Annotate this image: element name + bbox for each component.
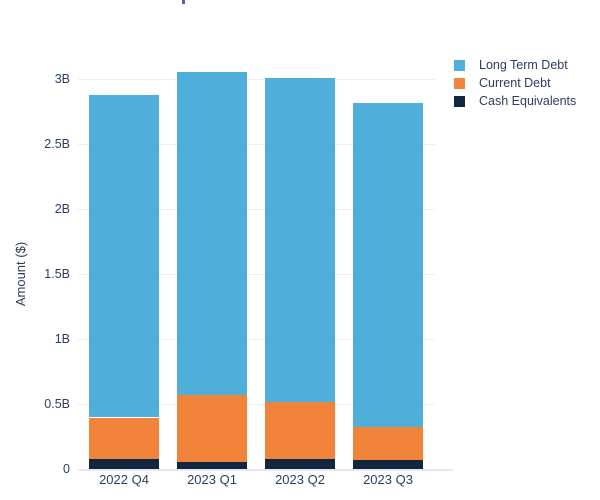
y-tick-label: 3B	[54, 72, 70, 86]
clipped-title-fragment	[182, 0, 185, 4]
y-tick-label: 1B	[54, 332, 70, 346]
legend-label: Long Term Debt	[479, 58, 568, 72]
bar-segment-long-term-debt[interactable]	[89, 95, 159, 418]
y-tick-label: 2B	[54, 202, 70, 216]
bar-segment-cash-equivalents[interactable]	[265, 459, 335, 470]
y-tick-label: 0.5B	[44, 397, 70, 411]
x-tick-label: 2023 Q3	[363, 472, 413, 487]
legend-item-cash-equivalents[interactable]: Cash Equivalents	[454, 95, 576, 108]
x-tick-label: 2023 Q1	[187, 472, 237, 487]
gridline	[78, 274, 435, 275]
y-tick-label: 1.5B	[44, 267, 70, 281]
legend-swatch	[454, 78, 465, 89]
legend-swatch	[454, 60, 465, 71]
bar-segment-cash-equivalents[interactable]	[177, 461, 247, 470]
gridline	[78, 404, 435, 405]
x-tick-label: 2023 Q2	[275, 472, 325, 487]
legend-item-long-term-debt[interactable]: Long Term Debt	[454, 59, 576, 72]
bar-segment-long-term-debt[interactable]	[177, 71, 247, 396]
legend-swatch	[454, 96, 465, 107]
bar-segment-current-debt[interactable]	[353, 426, 423, 461]
y-tick-label: 0	[63, 462, 70, 476]
x-tick-label: 2022 Q4	[99, 472, 149, 487]
gridline	[78, 209, 435, 210]
y-tick-label: 2.5B	[44, 137, 70, 151]
bar-segment-cash-equivalents[interactable]	[89, 459, 159, 470]
bar-segment-long-term-debt[interactable]	[353, 102, 423, 427]
bar-segment-current-debt[interactable]	[265, 401, 335, 460]
bar-segment-long-term-debt[interactable]	[265, 78, 335, 402]
bar-segment-cash-equivalents[interactable]	[353, 460, 423, 470]
gridline	[78, 339, 435, 340]
bar-segment-current-debt[interactable]	[177, 395, 247, 462]
legend-label: Current Debt	[479, 76, 551, 90]
zero-line	[78, 468, 453, 471]
legend: Long Term Debt Current Debt Cash Equivalen…	[454, 59, 576, 113]
bar-segment-current-debt[interactable]	[89, 417, 159, 460]
gridline	[78, 79, 435, 80]
gridline	[78, 144, 435, 145]
legend-label: Cash Equivalents	[479, 94, 577, 108]
legend-item-current-debt[interactable]: Current Debt	[454, 77, 576, 90]
